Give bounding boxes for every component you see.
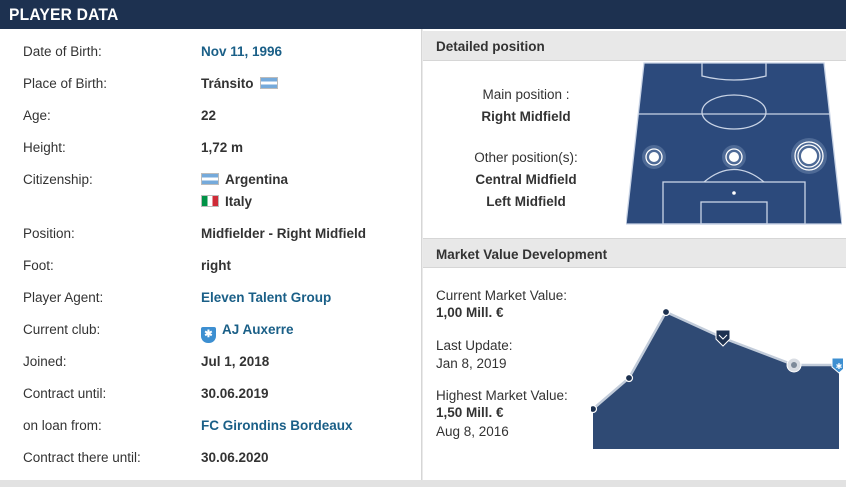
citizenship-2-text: Italy (225, 194, 253, 209)
loan-from-link[interactable]: FC Girondins Bordeaux (201, 418, 353, 433)
central-midfield-marker (722, 145, 746, 169)
dob-link[interactable]: Nov 11, 1996 (201, 44, 283, 59)
citizenship-1-text: Argentina (225, 172, 289, 187)
highest-value: 1,50 Mill. € (436, 405, 504, 420)
highest-value-label: Highest Market Value: (436, 388, 568, 403)
italy-flag-icon (201, 195, 219, 207)
height-value: 1,72 m (201, 140, 244, 155)
argentina-flag-icon (259, 77, 278, 89)
market-value-chart: ✱ (591, 307, 843, 449)
dob-label: Date of Birth: (23, 44, 102, 59)
contract-there-value: 30.06.2020 (201, 450, 269, 465)
auxerre-crest-icon[interactable]: ✱ (831, 357, 843, 374)
citizenship-2: Italy (201, 194, 252, 209)
footer-bar (0, 480, 846, 487)
contract-until-value: 30.06.2019 (201, 386, 269, 401)
contract-until-label: Contract until: (23, 386, 107, 401)
joined-label: Joined: (23, 354, 67, 369)
market-section-header: Market Value Development (423, 238, 846, 268)
pitch-outline (626, 62, 842, 225)
pitch-center-circle (701, 94, 767, 130)
page-title: PLAYER DATA (9, 5, 119, 24)
birthplace-label: Place of Birth: (23, 76, 108, 91)
birthplace-value: Tránsito (201, 76, 278, 91)
main-position-label: Main position : (482, 87, 570, 102)
foot-value: right (201, 258, 231, 273)
last-update-label: Last Update: (436, 338, 513, 353)
value-point[interactable] (591, 404, 598, 414)
agent-label: Player Agent: (23, 290, 104, 305)
position-section-header: Detailed position (423, 31, 846, 61)
height-label: Height: (23, 140, 66, 155)
current-club-value: ✱ AJ Auxerre (201, 322, 294, 343)
pitch-penalty-spot (732, 191, 736, 195)
other-positions-label: Other position(s): (474, 150, 578, 165)
value-point[interactable] (624, 373, 634, 383)
svg-text:✱: ✱ (836, 362, 843, 371)
age-label: Age: (23, 108, 51, 123)
agent-link[interactable]: Eleven Talent Group (201, 290, 332, 305)
position-label: Position: (23, 226, 75, 241)
birthplace-text: Tránsito (201, 76, 254, 91)
page-header: PLAYER DATA (0, 0, 846, 29)
position-section-title: Detailed position (436, 39, 545, 54)
joined-value: Jul 1, 2018 (201, 354, 270, 369)
bordeaux-crest-icon[interactable] (715, 329, 731, 347)
citizenship-1: Argentina (201, 172, 288, 187)
contract-there-label: Contract there until: (23, 450, 141, 465)
citizenship-label: Citizenship: (23, 172, 93, 187)
market-value-area (593, 312, 839, 449)
foot-label: Foot: (23, 258, 54, 273)
pitch-penalty-arc (703, 169, 765, 183)
current-club-link[interactable]: AJ Auxerre (222, 322, 294, 337)
main-position-value: Right Midfield (481, 109, 571, 124)
current-club-label: Current club: (23, 322, 101, 337)
position-pitch (626, 62, 842, 225)
highest-value-date: Aug 8, 2016 (436, 424, 509, 439)
market-section-title: Market Value Development (436, 247, 608, 262)
side-panel: Detailed position Main position : Right … (423, 29, 846, 480)
last-update-value: Jan 8, 2019 (436, 356, 507, 371)
right-midfield-marker (791, 138, 827, 174)
age-value: 22 (201, 108, 217, 123)
pitch-surface (626, 63, 842, 224)
other-position-1: Central Midfield (475, 172, 577, 187)
player-data-panel: Date of Birth: Nov 11, 1996 Place of Bir… (0, 29, 422, 480)
auxerre-crest-icon[interactable]: ✱ (201, 327, 216, 343)
pitch-goal-box (700, 201, 768, 225)
current-value-label: Current Market Value: (436, 288, 568, 303)
position-value: Midfielder - Right Midfield (201, 226, 366, 241)
argentina-flag-icon (201, 173, 219, 185)
current-value: 1,00 Mill. € (436, 305, 504, 320)
loan-from-label: on loan from: (23, 418, 102, 433)
pitch-top-box (701, 63, 767, 81)
left-midfield-marker (642, 145, 666, 169)
other-position-2: Left Midfield (486, 194, 566, 209)
value-point[interactable] (661, 307, 671, 317)
club-crest-icon[interactable] (786, 357, 802, 373)
